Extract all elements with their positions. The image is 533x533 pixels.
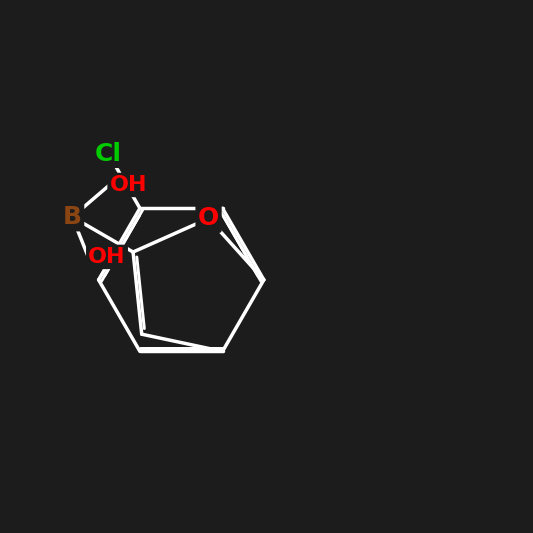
Text: O: O: [198, 206, 219, 230]
Text: OH: OH: [110, 175, 147, 195]
Text: B: B: [63, 205, 82, 229]
Text: Cl: Cl: [95, 142, 122, 166]
Text: OH: OH: [88, 247, 126, 267]
